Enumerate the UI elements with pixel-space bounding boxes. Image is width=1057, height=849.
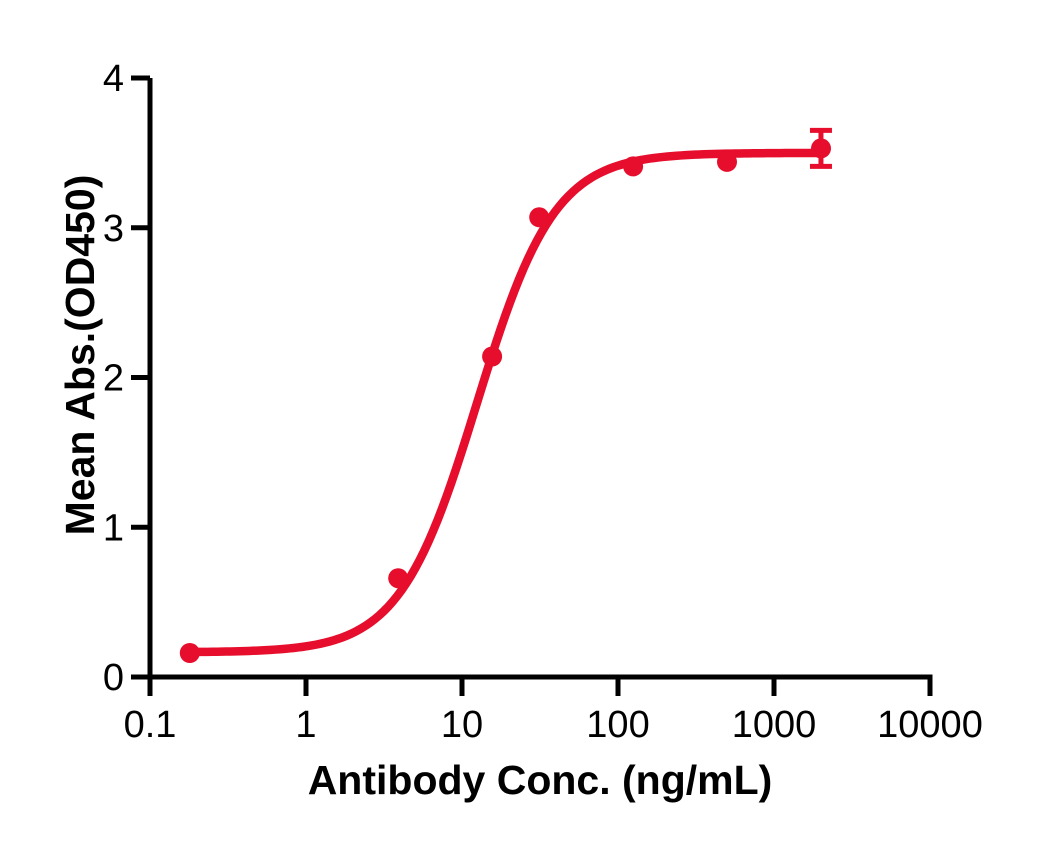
tick-labels-group: 0 1 2 3 4 0.1 1 10 100 1000 10000 — [103, 58, 983, 746]
x-tick-label: 1000 — [732, 704, 817, 746]
y-tick-label: 1 — [103, 507, 124, 549]
x-tick-label: 10000 — [877, 704, 983, 746]
x-tick-label: 0.1 — [124, 704, 177, 746]
x-tick-label: 100 — [586, 704, 649, 746]
x-tick-label: 10 — [441, 704, 483, 746]
data-point — [529, 207, 550, 228]
series-group — [179, 127, 832, 663]
y-tick-label: 2 — [103, 358, 124, 400]
y-tick-label: 3 — [103, 208, 124, 250]
x-axis-title: Antibody Conc. (ng/mL) — [308, 757, 773, 803]
data-point — [717, 151, 737, 172]
axes-group — [131, 75, 933, 696]
data-point — [388, 568, 409, 589]
y-tick-label: 4 — [103, 58, 124, 100]
fit-curve — [185, 148, 826, 657]
y-axis-title: Mean Abs.(OD450) — [57, 175, 103, 536]
data-point — [179, 643, 200, 663]
y-tick-label: 0 — [103, 657, 124, 699]
data-point — [623, 156, 644, 177]
x-tick-label: 1 — [295, 704, 316, 746]
data-point — [811, 138, 831, 159]
data-point — [482, 346, 503, 367]
